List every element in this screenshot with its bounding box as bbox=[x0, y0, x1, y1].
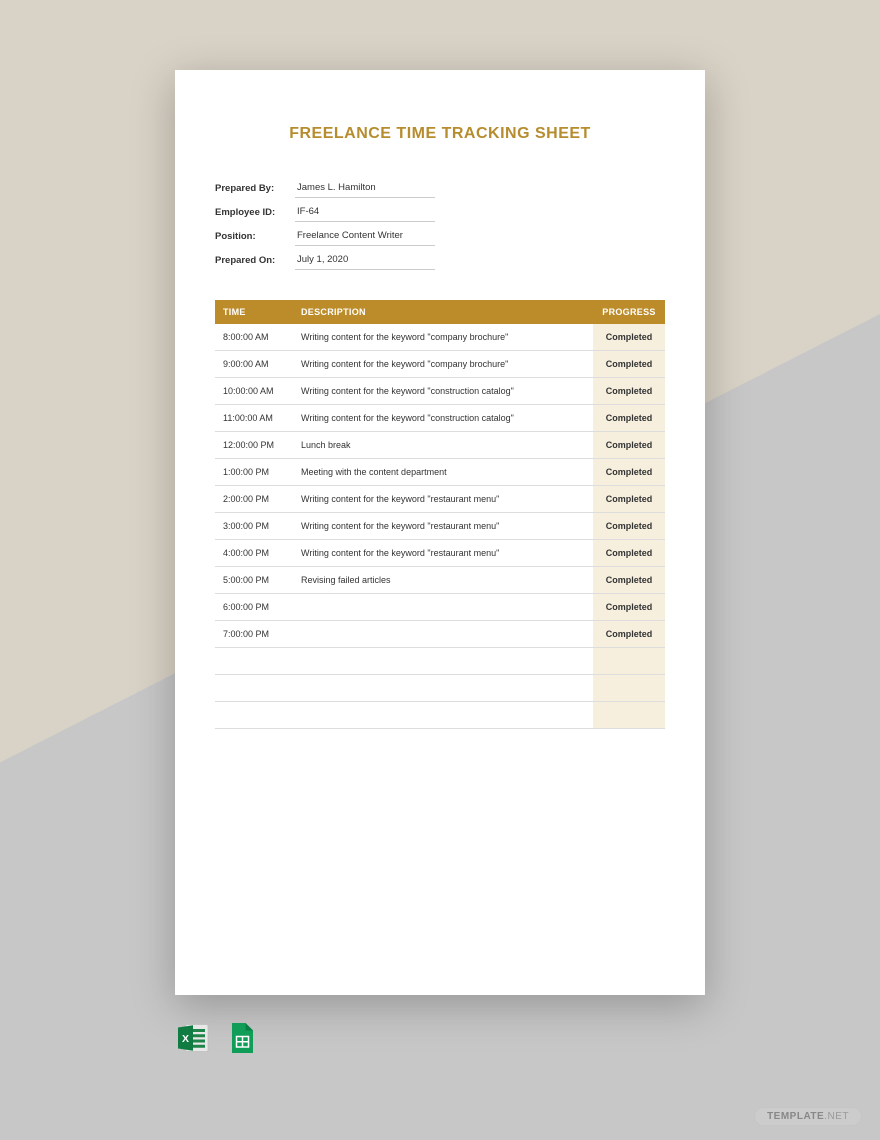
cell-description: Writing content for the keyword "restaur… bbox=[293, 513, 593, 540]
table-row: 10:00:00 AMWriting content for the keywo… bbox=[215, 378, 665, 405]
cell-time: 5:00:00 PM bbox=[215, 567, 293, 594]
cell-description bbox=[293, 621, 593, 648]
excel-icon: X bbox=[175, 1020, 211, 1056]
cell-description: Revising failed articles bbox=[293, 567, 593, 594]
cell-description: Writing content for the keyword "constru… bbox=[293, 405, 593, 432]
cell-time: 7:00:00 PM bbox=[215, 621, 293, 648]
cell-time: 6:00:00 PM bbox=[215, 594, 293, 621]
cell-progress bbox=[593, 702, 665, 729]
cell-progress: Completed bbox=[593, 432, 665, 459]
cell-description bbox=[293, 594, 593, 621]
cell-time bbox=[215, 702, 293, 729]
table-body: 8:00:00 AMWriting content for the keywor… bbox=[215, 324, 665, 729]
cell-time: 8:00:00 AM bbox=[215, 324, 293, 351]
cell-time: 10:00:00 AM bbox=[215, 378, 293, 405]
meta-row: Prepared On: July 1, 2020 bbox=[215, 250, 665, 270]
cell-time: 9:00:00 AM bbox=[215, 351, 293, 378]
cell-progress: Completed bbox=[593, 513, 665, 540]
tracking-table: TIME DESCRIPTION PROGRESS 8:00:00 AMWrit… bbox=[215, 300, 665, 729]
cell-progress bbox=[593, 675, 665, 702]
table-header-row: TIME DESCRIPTION PROGRESS bbox=[215, 300, 665, 324]
cell-time: 2:00:00 PM bbox=[215, 486, 293, 513]
meta-label-position: Position: bbox=[215, 227, 295, 246]
cell-description: Writing content for the keyword "restaur… bbox=[293, 540, 593, 567]
header-progress: PROGRESS bbox=[593, 300, 665, 324]
watermark-suffix: .NET bbox=[824, 1111, 849, 1122]
meta-value-position: Freelance Content Writer bbox=[295, 226, 435, 246]
table-row: 11:00:00 AMWriting content for the keywo… bbox=[215, 405, 665, 432]
cell-description: Meeting with the content department bbox=[293, 459, 593, 486]
table-row: 8:00:00 AMWriting content for the keywor… bbox=[215, 324, 665, 351]
cell-progress: Completed bbox=[593, 540, 665, 567]
cell-description bbox=[293, 675, 593, 702]
meta-row: Prepared By: James L. Hamilton bbox=[215, 178, 665, 198]
table-row: 2:00:00 PMWriting content for the keywor… bbox=[215, 486, 665, 513]
meta-label-prepared-by: Prepared By: bbox=[215, 179, 295, 198]
cell-progress: Completed bbox=[593, 567, 665, 594]
cell-description: Writing content for the keyword "constru… bbox=[293, 378, 593, 405]
document-page: FREELANCE TIME TRACKING SHEET Prepared B… bbox=[175, 70, 705, 995]
cell-progress: Completed bbox=[593, 405, 665, 432]
table-row bbox=[215, 648, 665, 675]
cell-progress: Completed bbox=[593, 486, 665, 513]
table-row: 4:00:00 PMWriting content for the keywor… bbox=[215, 540, 665, 567]
table-row bbox=[215, 702, 665, 729]
cell-time bbox=[215, 648, 293, 675]
cell-description bbox=[293, 648, 593, 675]
watermark-brand: TEMPLATE bbox=[767, 1111, 824, 1122]
table-row: 9:00:00 AMWriting content for the keywor… bbox=[215, 351, 665, 378]
cell-time: 4:00:00 PM bbox=[215, 540, 293, 567]
table-row: 7:00:00 PM Completed bbox=[215, 621, 665, 648]
table-row: 5:00:00 PMRevising failed articlesComple… bbox=[215, 567, 665, 594]
cell-progress: Completed bbox=[593, 324, 665, 351]
header-description: DESCRIPTION bbox=[293, 300, 593, 324]
cell-progress: Completed bbox=[593, 351, 665, 378]
table-row: 1:00:00 PMMeeting with the content depar… bbox=[215, 459, 665, 486]
cell-time bbox=[215, 675, 293, 702]
table-row bbox=[215, 675, 665, 702]
cell-description: Writing content for the keyword "company… bbox=[293, 324, 593, 351]
cell-progress: Completed bbox=[593, 378, 665, 405]
meta-row: Employee ID: IF-64 bbox=[215, 202, 665, 222]
svg-text:X: X bbox=[182, 1033, 189, 1045]
cell-progress bbox=[593, 648, 665, 675]
meta-value-prepared-by: James L. Hamilton bbox=[295, 178, 435, 198]
meta-label-employee-id: Employee ID: bbox=[215, 203, 295, 222]
meta-value-employee-id: IF-64 bbox=[295, 202, 435, 222]
cell-description: Writing content for the keyword "company… bbox=[293, 351, 593, 378]
watermark-badge: TEMPLATE.NET bbox=[754, 1107, 862, 1126]
cell-progress: Completed bbox=[593, 594, 665, 621]
cell-progress: Completed bbox=[593, 621, 665, 648]
table-row: 3:00:00 PMWriting content for the keywor… bbox=[215, 513, 665, 540]
cell-progress: Completed bbox=[593, 459, 665, 486]
page-title: FREELANCE TIME TRACKING SHEET bbox=[215, 125, 665, 143]
meta-value-prepared-on: July 1, 2020 bbox=[295, 250, 435, 270]
file-type-icons: X bbox=[175, 1020, 259, 1056]
cell-time: 1:00:00 PM bbox=[215, 459, 293, 486]
cell-description: Writing content for the keyword "restaur… bbox=[293, 486, 593, 513]
cell-time: 11:00:00 AM bbox=[215, 405, 293, 432]
cell-description: Lunch break bbox=[293, 432, 593, 459]
table-row: 6:00:00 PM Completed bbox=[215, 594, 665, 621]
cell-description bbox=[293, 702, 593, 729]
meta-label-prepared-on: Prepared On: bbox=[215, 251, 295, 270]
meta-row: Position: Freelance Content Writer bbox=[215, 226, 665, 246]
table-row: 12:00:00 PMLunch breakCompleted bbox=[215, 432, 665, 459]
meta-block: Prepared By: James L. Hamilton Employee … bbox=[215, 178, 665, 270]
cell-time: 12:00:00 PM bbox=[215, 432, 293, 459]
google-sheets-icon bbox=[223, 1020, 259, 1056]
cell-time: 3:00:00 PM bbox=[215, 513, 293, 540]
header-time: TIME bbox=[215, 300, 293, 324]
